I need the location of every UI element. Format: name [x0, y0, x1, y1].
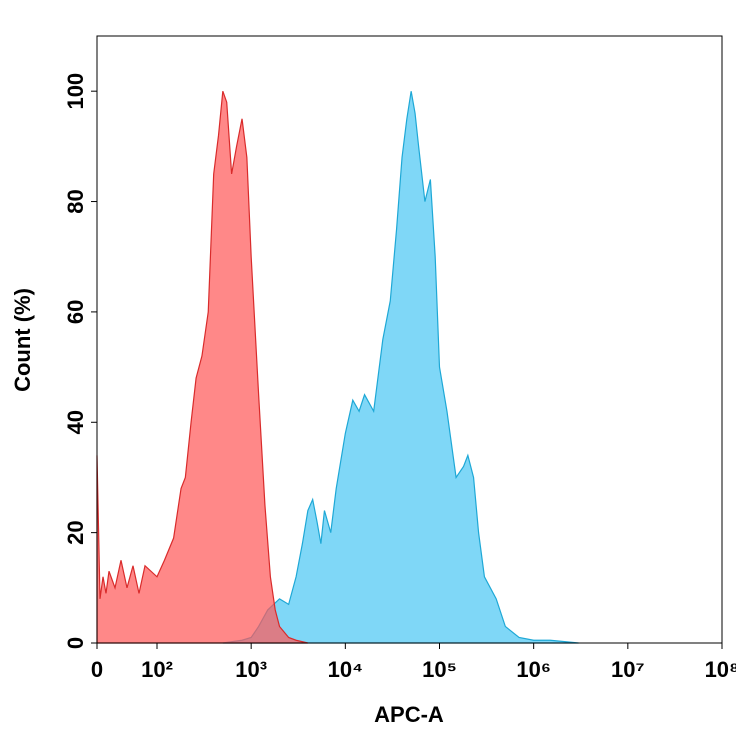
x-tick-label: 10³ — [235, 657, 267, 682]
x-tick-label: 10⁷ — [611, 657, 645, 682]
y-tick-label: 80 — [63, 189, 88, 213]
y-tick-label: 60 — [63, 300, 88, 324]
x-tick-label: 10⁸ — [705, 657, 736, 682]
x-tick-label: 10⁴ — [328, 657, 363, 682]
y-tick-label: 20 — [63, 520, 88, 544]
histogram-area — [222, 91, 579, 644]
y-tick-label: 100 — [63, 73, 88, 110]
y-tick-label: 0 — [63, 637, 88, 649]
plot-frame — [96, 35, 723, 644]
x-tick-label: 0 — [91, 657, 103, 682]
histogram-area — [96, 90, 308, 644]
x-tick-label: 10⁵ — [422, 657, 457, 682]
y-tick-label: 40 — [63, 410, 88, 434]
y-axis-label: Count (%) — [10, 288, 35, 392]
x-axis-label: APC-A — [374, 702, 444, 727]
x-tick-label: 10⁶ — [516, 657, 551, 682]
x-tick-label: 10² — [141, 657, 173, 682]
